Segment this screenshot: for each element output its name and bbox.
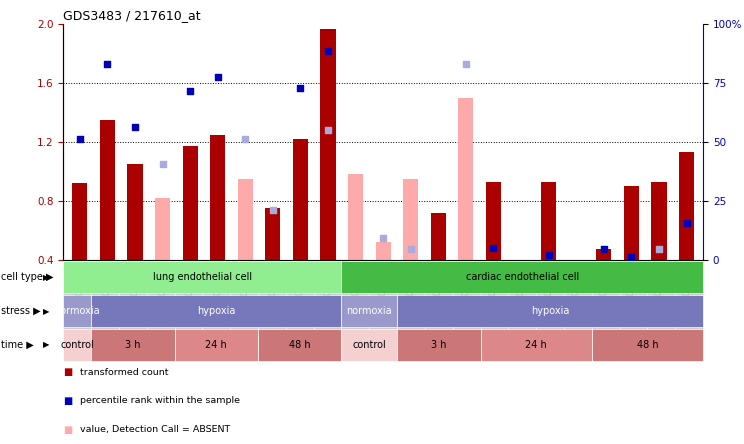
Text: stress ▶: stress ▶ (1, 306, 41, 316)
Point (598, 246, 610, 253)
Text: ■: ■ (63, 425, 72, 435)
Point (101, 60, 113, 67)
Bar (651, 186, 667, 260)
Point (295, 84, 307, 91)
Text: cell type ▶: cell type ▶ (1, 272, 54, 282)
Point (322, 127, 334, 134)
Point (626, 253, 638, 260)
Bar (541, 182, 557, 260)
Text: 24 h: 24 h (525, 340, 547, 350)
Text: time ▶: time ▶ (1, 340, 34, 350)
Bar (127, 164, 143, 260)
Bar (266, 208, 280, 260)
Text: ▶: ▶ (43, 340, 50, 349)
Bar (651, 182, 667, 260)
Bar (679, 152, 694, 260)
Text: lung endothelial cell: lung endothelial cell (153, 272, 252, 282)
Bar (458, 98, 473, 260)
Point (377, 234, 389, 241)
Text: 48 h: 48 h (637, 340, 658, 350)
Point (156, 161, 168, 168)
Point (515, 264, 527, 271)
Bar (155, 198, 170, 260)
Point (405, 246, 417, 253)
Text: percentile rank within the sample: percentile rank within the sample (80, 396, 240, 405)
Text: cardiac endothelial cell: cardiac endothelial cell (466, 272, 579, 282)
Text: 24 h: 24 h (205, 340, 227, 350)
Point (74, 135, 86, 143)
Bar (596, 250, 612, 260)
Bar (431, 213, 446, 260)
Point (185, 87, 196, 94)
Point (487, 244, 499, 251)
Point (460, 60, 472, 67)
Point (322, 48, 334, 55)
Text: ■: ■ (63, 367, 72, 377)
Bar (72, 183, 87, 260)
Bar (210, 171, 225, 260)
Text: 3 h: 3 h (431, 340, 446, 350)
Text: hypoxia: hypoxia (197, 306, 235, 316)
Point (267, 206, 279, 213)
Text: 48 h: 48 h (289, 340, 310, 350)
Bar (403, 179, 418, 260)
Bar (100, 120, 115, 260)
Bar (376, 242, 391, 260)
Bar (348, 174, 363, 260)
Text: transformed count: transformed count (80, 368, 168, 377)
Point (681, 219, 693, 226)
Bar (182, 147, 198, 260)
Text: ▶: ▶ (43, 306, 50, 316)
Bar (486, 182, 501, 260)
Text: ▶: ▶ (43, 273, 50, 282)
Text: normoxia: normoxia (54, 306, 100, 316)
Text: hypoxia: hypoxia (531, 306, 569, 316)
Bar (210, 135, 225, 260)
Point (240, 135, 251, 143)
Bar (321, 29, 336, 260)
Point (129, 124, 141, 131)
Text: value, Detection Call = ABSENT: value, Detection Call = ABSENT (80, 425, 230, 434)
Text: 3 h: 3 h (125, 340, 141, 350)
Text: control: control (60, 340, 94, 350)
Point (212, 74, 224, 81)
Text: control: control (353, 340, 386, 350)
Point (653, 246, 665, 253)
Point (542, 252, 554, 259)
Text: normoxia: normoxia (347, 306, 392, 316)
Bar (623, 186, 639, 260)
Bar (237, 179, 253, 260)
Bar (513, 260, 529, 267)
Text: GDS3483 / 217610_at: GDS3483 / 217610_at (63, 9, 201, 22)
Bar (568, 260, 584, 263)
Text: ■: ■ (63, 396, 72, 406)
Bar (293, 139, 308, 260)
